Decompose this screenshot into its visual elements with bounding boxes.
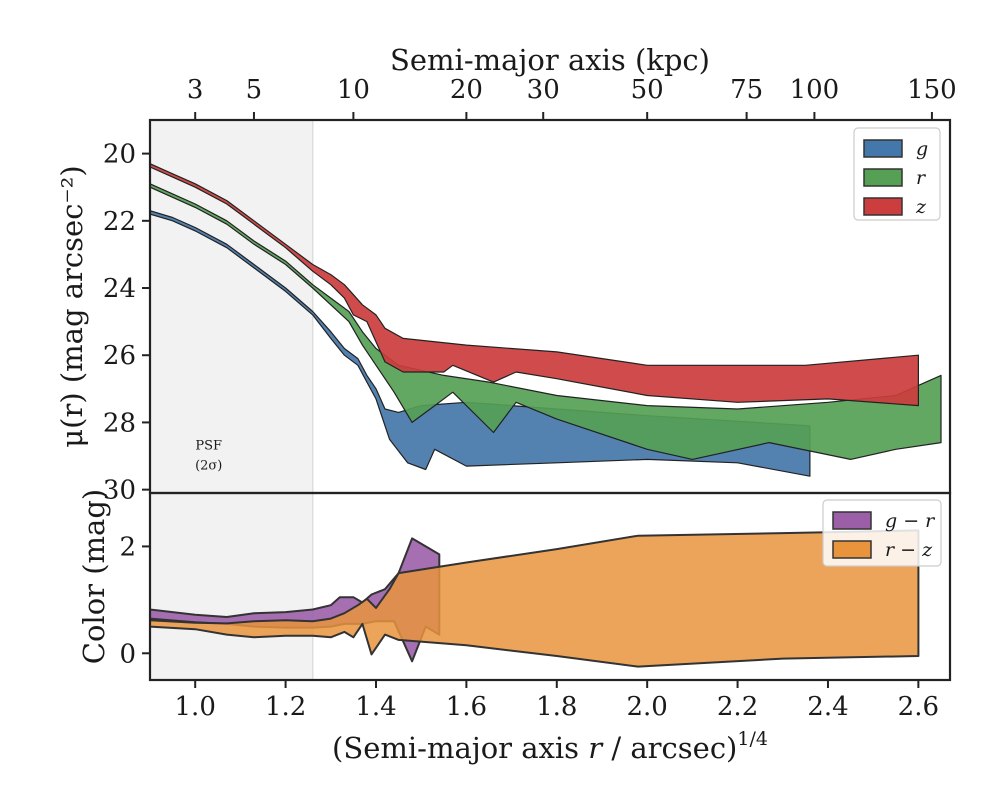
- legend: grz: [853, 127, 941, 221]
- top-tick-label: 50: [631, 75, 664, 105]
- y-tick-label: 20: [103, 140, 136, 170]
- legend-label-z: z: [915, 196, 927, 218]
- band-g: [150, 210, 811, 477]
- y-tick-label: 26: [103, 341, 136, 371]
- x-tick-label: 2.6: [898, 692, 939, 722]
- legend-label-r-z: r − z: [885, 539, 933, 561]
- bottom-panel-frame: [148, 491, 952, 682]
- top-tick-label: 100: [790, 75, 840, 105]
- color-y-tick-label: 0: [119, 639, 136, 669]
- y-tick-label: 28: [103, 408, 136, 438]
- legend-label-g: g: [916, 138, 928, 160]
- legend-swatch-g-r: [832, 511, 872, 530]
- x-tick-label: 2.2: [717, 692, 758, 722]
- x-tick-label: 1.6: [446, 692, 487, 722]
- legend-label-r: r: [916, 167, 927, 189]
- top-tick-label: 10: [337, 75, 370, 105]
- color-band-r-z: [150, 529, 920, 668]
- psf-sigma-label: (2σ): [195, 458, 222, 473]
- legend-swatch-r: [863, 168, 903, 187]
- band-r: [150, 183, 942, 460]
- y-tick-label: 24: [103, 274, 136, 304]
- top-x-axis-label: Semi-major axis (kpc): [390, 43, 710, 77]
- legend-label-g-r: g − r: [885, 510, 936, 532]
- legend-swatch-z: [863, 197, 903, 216]
- top-tick-label: 20: [450, 75, 483, 105]
- legend-swatch-r-z: [832, 540, 872, 559]
- band-z: [150, 163, 920, 407]
- legend: g − r r − z: [822, 499, 942, 567]
- x-tick-label: 1.0: [175, 692, 216, 722]
- legend-swatch-g: [863, 139, 903, 158]
- y-tick-label: 30: [103, 476, 136, 506]
- top-tick-label: 5: [246, 75, 263, 105]
- top-tick-label: 30: [527, 75, 560, 105]
- x-axis-label: (Semi-major axis r / arcsec)1/4: [332, 728, 768, 765]
- top-tick-label: 75: [730, 75, 763, 105]
- color-bands: [150, 529, 920, 668]
- x-tick-label: 1.4: [355, 692, 396, 722]
- x-tick-label: 1.8: [536, 692, 577, 722]
- y-tick-label: 22: [103, 207, 136, 237]
- y-axis-label: μ(r) (mag arcsec⁻²): [55, 165, 89, 447]
- psf-region: [150, 120, 313, 680]
- top-tick-label: 3: [187, 75, 204, 105]
- color-y-axis-label: Color (mag): [77, 489, 111, 664]
- x-tick-label: 2.4: [807, 692, 848, 722]
- top-tick-label: 150: [907, 75, 957, 105]
- x-tick-label: 2.0: [626, 692, 667, 722]
- x-tick-label: 1.2: [265, 692, 306, 722]
- color-y-tick-label: 2: [119, 532, 136, 562]
- surface-brightness-bands: [150, 163, 942, 477]
- psf-label: PSF: [195, 438, 222, 453]
